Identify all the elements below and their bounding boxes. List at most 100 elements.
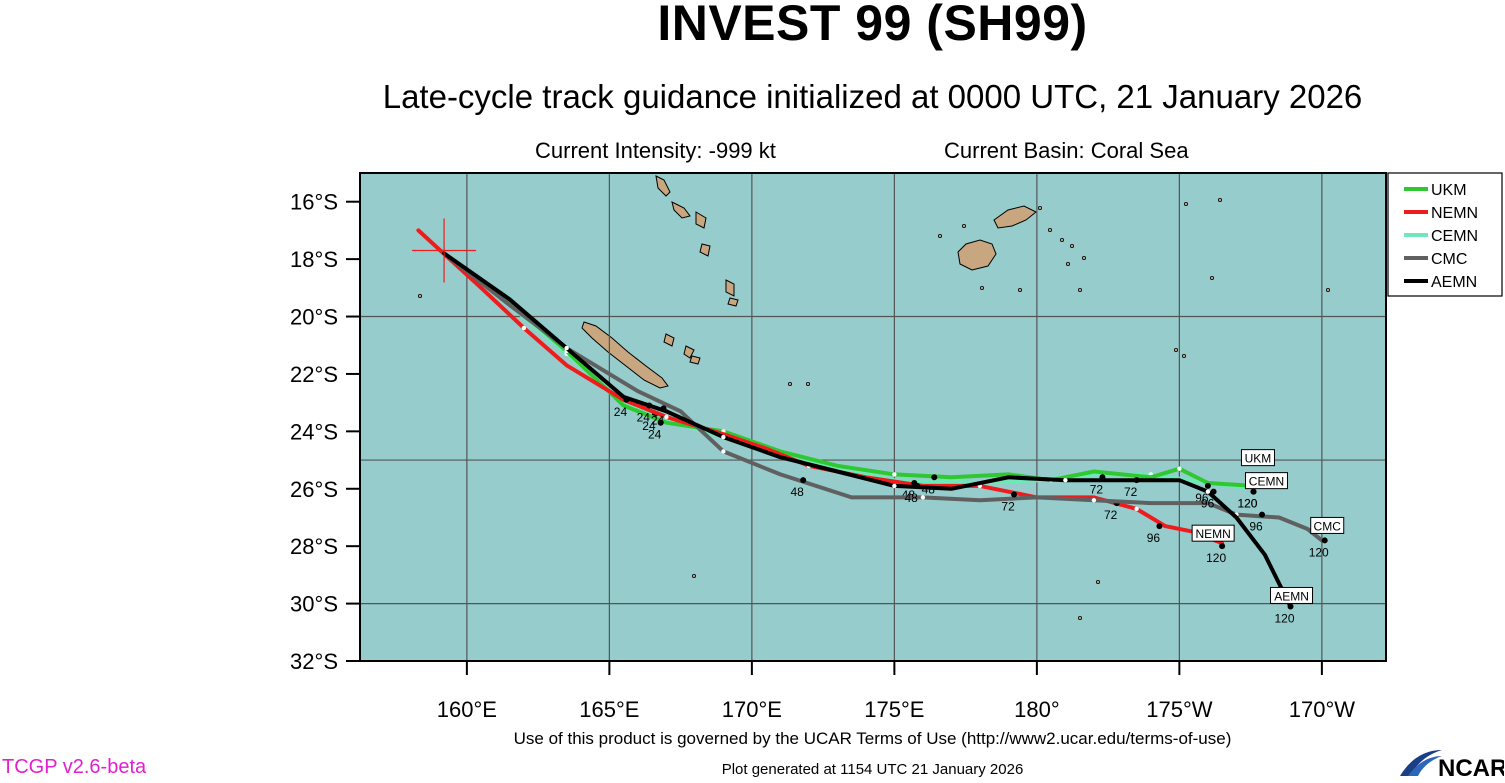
track-tick xyxy=(920,495,926,500)
hour-label-24: 24 xyxy=(614,405,628,419)
hour-marker-24 xyxy=(657,419,664,426)
island-7 xyxy=(725,279,735,297)
hour-marker-96 xyxy=(1204,482,1211,489)
lat-label: 22°S xyxy=(290,362,338,387)
ocean-background xyxy=(360,173,1386,661)
hour-label-48: 48 xyxy=(904,491,918,505)
legend-label-cmc: CMC xyxy=(1431,251,1467,268)
hour-marker-48 xyxy=(931,474,938,481)
end-label-cemn: CEMN xyxy=(1249,475,1284,489)
hour-marker-120 xyxy=(1287,603,1294,610)
lon-label: 160°E xyxy=(437,697,497,722)
islet-7 xyxy=(1184,201,1189,206)
chart-title: INVEST 99 (SH99) xyxy=(657,0,1088,51)
track-tick xyxy=(892,483,897,489)
hour-label-24: 24 xyxy=(648,428,662,442)
islet-17 xyxy=(417,293,422,298)
terms-of-use: Use of this product is governed by the U… xyxy=(513,729,1232,748)
hour-marker-24 xyxy=(660,405,667,412)
lat-label: 28°S xyxy=(290,534,338,559)
hour-label-120: 120 xyxy=(1237,497,1257,511)
hour-marker-96 xyxy=(1156,523,1163,530)
islet-13 xyxy=(1078,616,1083,621)
legend-label-nemn: NEMN xyxy=(1431,205,1478,222)
islet-8 xyxy=(1218,197,1223,202)
islet-12 xyxy=(1096,580,1101,585)
islet-9 xyxy=(1174,347,1179,352)
hour-marker-120 xyxy=(1321,537,1328,544)
hour-label-72: 72 xyxy=(1104,508,1118,522)
islet-5 xyxy=(1082,255,1087,260)
end-label-cmc: CMC xyxy=(1314,519,1342,533)
end-label-nemn: NEMN xyxy=(1195,527,1230,541)
island-11 xyxy=(727,297,739,307)
end-label-box-aemn xyxy=(1270,586,1314,604)
lat-label: 18°S xyxy=(290,247,338,272)
hour-label-96: 96 xyxy=(1147,531,1161,545)
island-2 xyxy=(993,205,1037,229)
track-aemn: 24 48 72 96 120 xyxy=(442,251,1295,625)
hour-marker-48 xyxy=(914,482,921,489)
island-5 xyxy=(695,211,707,229)
islet-18 xyxy=(1018,287,1023,292)
track-tick xyxy=(721,434,726,440)
islet-22 xyxy=(1038,205,1043,210)
islet-0 xyxy=(1048,227,1053,232)
track-line-cmc xyxy=(442,251,1324,543)
hour-label-120: 120 xyxy=(1237,497,1257,511)
land-masses xyxy=(417,175,1331,621)
track-tick xyxy=(892,472,897,477)
hour-marker-48 xyxy=(800,477,807,484)
islet-1 xyxy=(1060,237,1065,242)
legend-label-cemn: CEMN xyxy=(1431,228,1478,245)
hour-marker-72 xyxy=(1133,477,1140,484)
island-8 xyxy=(663,333,675,347)
end-label-aemn: AEMN xyxy=(1274,589,1309,603)
grid-lines xyxy=(360,173,1386,661)
end-label-ukm: UKM xyxy=(1245,452,1272,466)
hour-marker-96 xyxy=(1210,488,1217,495)
hour-marker-96 xyxy=(1259,511,1266,518)
track-tick xyxy=(564,345,569,351)
lat-label: 24°S xyxy=(290,419,338,444)
lon-label: 165°E xyxy=(579,697,639,722)
plot-generated-timestamp: Plot generated at 1154 UTC 21 January 20… xyxy=(721,761,1024,778)
islet-3 xyxy=(1078,287,1083,292)
lat-label: 30°S xyxy=(290,592,338,617)
hour-label-120: 120 xyxy=(1275,611,1295,625)
hour-label-120: 120 xyxy=(1309,545,1329,559)
islet-10 xyxy=(1182,353,1187,358)
map-frame xyxy=(359,172,1387,662)
island-6 xyxy=(699,243,711,257)
current-intensity: Current Intensity: -999 kt xyxy=(535,138,776,163)
island-3 xyxy=(655,175,671,197)
track-tick xyxy=(721,449,726,454)
track-line-aemn xyxy=(442,251,1293,609)
hour-label-72: 72 xyxy=(1001,500,1015,514)
islet-21 xyxy=(962,223,967,228)
track-tick xyxy=(664,414,669,420)
lat-label: 32°S xyxy=(290,649,338,674)
hour-label-72: 72 xyxy=(1090,482,1104,496)
lat-label: 26°S xyxy=(290,477,338,502)
track-cmc: 24 48 72 96 120 xyxy=(442,251,1329,559)
ncar-logo: NCAR xyxy=(1398,748,1505,782)
islet-14 xyxy=(788,381,793,386)
lon-label: 175°W xyxy=(1146,697,1213,722)
hour-label-24: 24 xyxy=(637,411,651,425)
end-label-box-nemn xyxy=(1191,524,1235,542)
end-label-box-ukm xyxy=(1240,449,1275,467)
ncar-logo-text: NCAR xyxy=(1438,755,1504,778)
lon-label: 175°E xyxy=(864,697,924,722)
hour-label-96: 96 xyxy=(1249,520,1263,534)
islet-11 xyxy=(1326,287,1331,292)
track-tick xyxy=(1177,466,1182,471)
hour-label-96: 96 xyxy=(1201,497,1215,511)
lon-label: 170°E xyxy=(722,697,782,722)
track-tick xyxy=(1134,506,1139,512)
hour-label-24: 24 xyxy=(642,419,656,433)
hour-marker-120 xyxy=(1219,543,1226,550)
island-1 xyxy=(957,239,997,271)
legend-label-ukm: UKM xyxy=(1431,182,1467,199)
